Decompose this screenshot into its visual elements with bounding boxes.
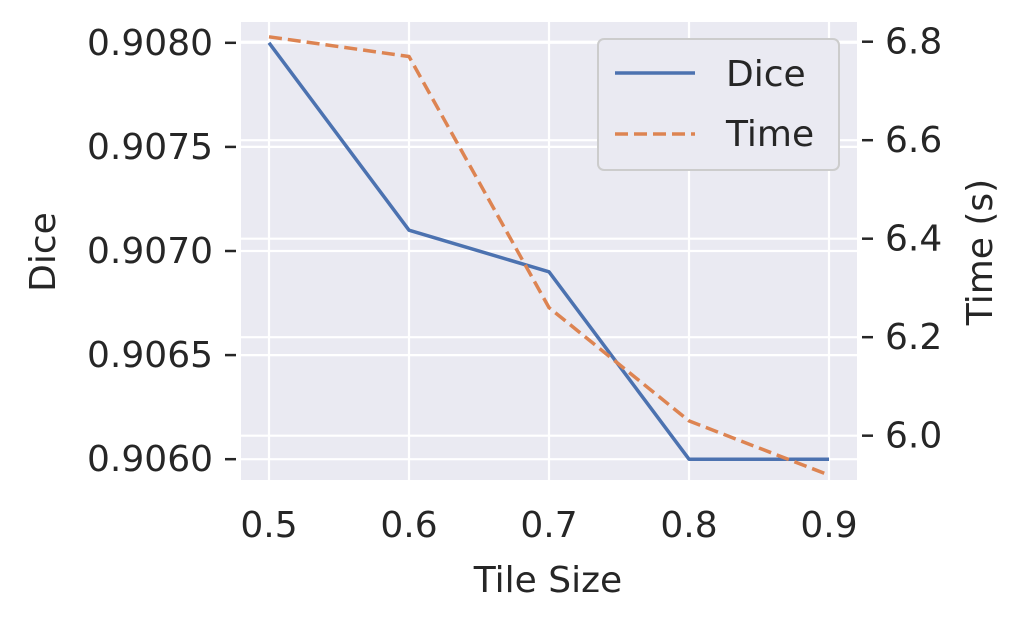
y2-tick-label: 6.0: [885, 416, 942, 457]
y-tick-label: 0.9070: [87, 231, 213, 272]
y-tick-label: 0.9060: [87, 439, 213, 480]
x-tick-label: 0.9: [800, 505, 857, 546]
y2-axis-title: Time (s): [960, 179, 1001, 326]
x-tick-label: 0.7: [520, 505, 577, 546]
legend: Dice Time: [597, 38, 840, 171]
legend-label-time: Time: [725, 114, 814, 155]
y2-tick-label: 6.4: [885, 219, 942, 260]
axes: 0.5 0.6 0.7 0.8 0.9 0.9060 0.9065 0.9070 0.9075 0…: [87, 22, 942, 546]
series-lines: [267, 35, 830, 477]
x-axis-title: Tile Size: [473, 560, 622, 601]
y-axis-title: Dice: [23, 212, 64, 292]
y2-tick-label: 6.2: [885, 317, 942, 358]
x-tick-label: 0.5: [240, 505, 297, 546]
y-tick-label: 0.9080: [87, 23, 213, 64]
y2-tick-label: 6.8: [885, 22, 942, 63]
y-tick-label: 0.9065: [87, 335, 213, 376]
y2-tick-label: 6.6: [885, 120, 942, 161]
x-tick-label: 0.6: [380, 505, 437, 546]
y-tick-label: 0.9075: [87, 127, 213, 168]
legend-label-dice: Dice: [726, 54, 806, 95]
x-tick-label: 0.8: [660, 505, 717, 546]
series-line-time: [268, 35, 830, 477]
series-line-dice: [267, 41, 829, 461]
